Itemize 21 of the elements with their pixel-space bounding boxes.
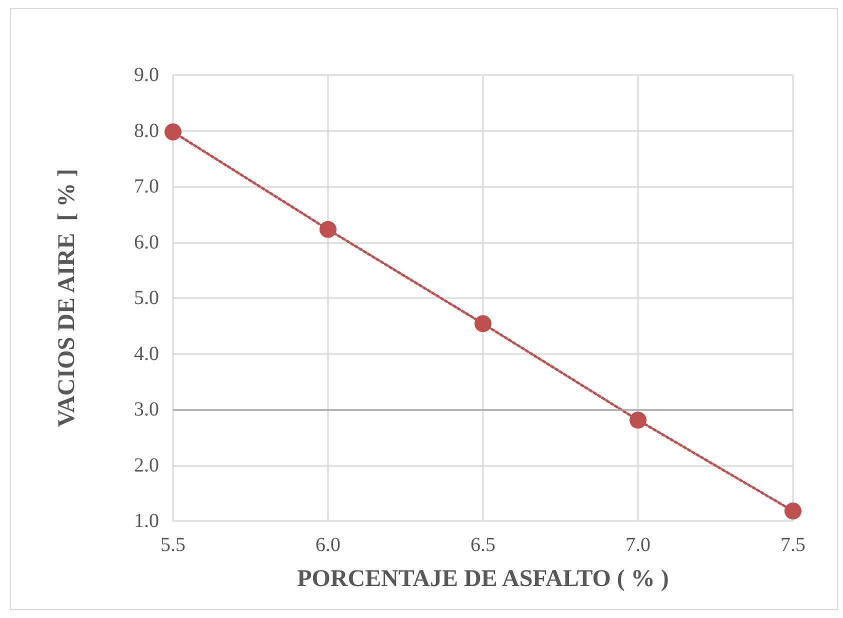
x-tick-label: 6.0 (316, 534, 340, 556)
x-tick-label: 6.5 (470, 534, 496, 556)
y-tick-label: 8.0 (134, 120, 159, 142)
point (474, 315, 492, 332)
y-tick-label: 7.0 (134, 176, 159, 198)
point (784, 502, 802, 520)
y-tick-label: 5.0 (134, 287, 159, 309)
point (320, 220, 336, 238)
y-axis-title: VACIOS DE AIRE [ % ] (54, 168, 80, 428)
point (630, 412, 646, 429)
x-axis-title: PORCENTAJE DE ASFALTO ( % ) (297, 566, 669, 592)
x-tick-label: 5.5 (160, 534, 186, 556)
y-tick-label: 4.0 (134, 342, 159, 365)
y-tick-label: 9.0 (134, 64, 159, 86)
y-tick-label: 3.0 (134, 398, 159, 420)
y-tick-label: 2.0 (134, 454, 159, 476)
point (164, 123, 182, 140)
y-tick-label: 6.0 (134, 231, 159, 254)
x-tick-label: 7.5 (780, 534, 806, 556)
y-tick-label: 1.0 (134, 510, 159, 532)
x-tick-label: 7.0 (626, 534, 650, 556)
